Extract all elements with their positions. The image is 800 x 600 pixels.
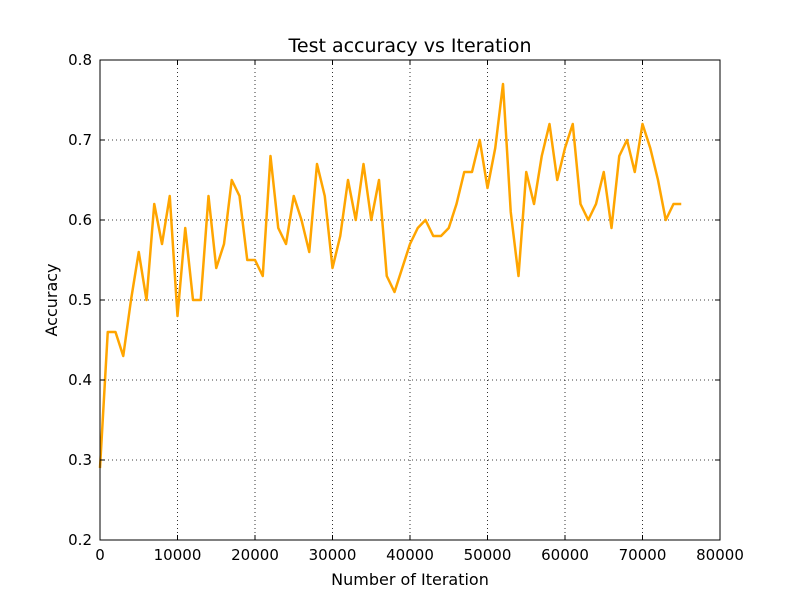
y-tick-label: 0.7 [68, 131, 92, 149]
series-layer [98, 82, 682, 469]
x-tick-label: 0 [95, 546, 105, 564]
grid [100, 60, 720, 540]
ticks: 0 10000 20000 30000 40000 50000 60000 70000 8000… [68, 51, 744, 564]
x-tick-label: 20000 [231, 546, 279, 564]
y-tick-label: 0.8 [68, 51, 92, 69]
x-tick-label: 10000 [154, 546, 202, 564]
x-tick-label: 50000 [464, 546, 512, 564]
x-tick-label: 30000 [309, 546, 357, 564]
chart-title: Test accuracy vs Iteration [288, 35, 532, 57]
accuracy-series-line [98, 82, 682, 469]
x-tick-label: 70000 [619, 546, 667, 564]
y-tick-label: 0.4 [68, 371, 92, 389]
y-tick-label: 0.6 [68, 211, 92, 229]
y-axis-label: Accuracy [42, 263, 61, 336]
y-tick-label: 0.2 [68, 531, 92, 549]
x-axis-label: Number of Iteration [331, 570, 489, 589]
x-tick-label: 40000 [386, 546, 434, 564]
y-tick-label: 0.3 [68, 451, 92, 469]
x-tick-label: 80000 [696, 546, 744, 564]
x-tick-label: 60000 [541, 546, 589, 564]
y-tick-label: 0.5 [68, 291, 92, 309]
